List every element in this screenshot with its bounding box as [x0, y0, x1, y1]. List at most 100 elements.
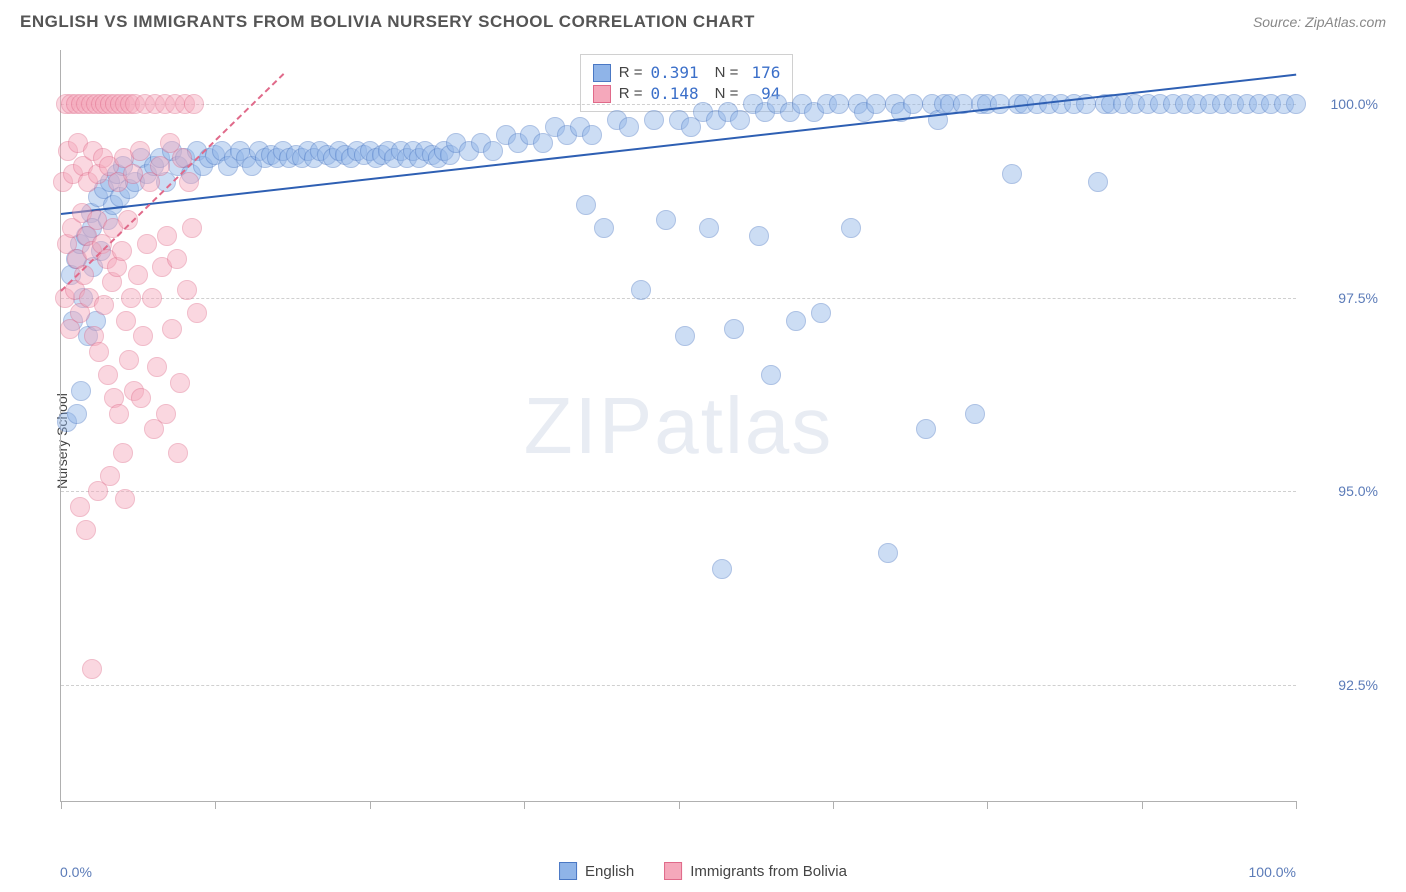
data-point	[916, 419, 936, 439]
x-tick	[524, 801, 525, 809]
stats-legend-row: R = 0.391 N = 176	[593, 63, 781, 82]
data-point	[811, 303, 831, 323]
source-name: ZipAtlas.com	[1305, 14, 1386, 30]
gridline	[61, 298, 1296, 299]
data-point	[170, 373, 190, 393]
legend-swatch	[559, 862, 577, 880]
legend-swatch	[664, 862, 682, 880]
r-value: 0.148	[650, 84, 698, 103]
x-tick	[1296, 801, 1297, 809]
data-point	[1002, 164, 1022, 184]
data-point	[168, 443, 188, 463]
data-point	[187, 303, 207, 323]
data-point	[147, 357, 167, 377]
legend-swatch	[593, 64, 611, 82]
data-point	[576, 195, 596, 215]
data-point	[100, 466, 120, 486]
y-tick-label: 100.0%	[1331, 96, 1378, 112]
data-point	[179, 172, 199, 192]
n-value: 176	[746, 63, 780, 82]
data-point	[177, 280, 197, 300]
data-point	[631, 280, 651, 300]
data-point	[113, 443, 133, 463]
data-point	[167, 249, 187, 269]
watermark: ZIPatlas	[524, 380, 833, 472]
x-tick	[833, 801, 834, 809]
data-point	[841, 218, 861, 238]
x-axis-min-label: 0.0%	[60, 864, 92, 880]
data-point	[130, 141, 150, 161]
data-point	[903, 94, 923, 114]
source-prefix: Source:	[1253, 14, 1305, 30]
data-point	[70, 497, 90, 517]
data-point	[156, 404, 176, 424]
data-point	[594, 218, 614, 238]
chart-container: Nursery School ZIPatlas R =0.391N =176R …	[20, 50, 1386, 832]
legend-label: Immigrants from Bolivia	[690, 863, 847, 880]
plot-area: ZIPatlas R =0.391N =176R =0.148N =94 92.…	[60, 50, 1296, 802]
data-point	[786, 311, 806, 331]
data-point	[119, 350, 139, 370]
chart-title: ENGLISH VS IMMIGRANTS FROM BOLIVIA NURSE…	[20, 12, 755, 32]
data-point	[1286, 94, 1306, 114]
legend-swatch	[593, 85, 611, 103]
data-point	[749, 226, 769, 246]
data-point	[582, 125, 602, 145]
data-point	[137, 234, 157, 254]
x-tick	[679, 801, 680, 809]
x-tick	[215, 801, 216, 809]
data-point	[89, 342, 109, 362]
data-point	[965, 404, 985, 424]
data-point	[121, 288, 141, 308]
data-point	[699, 218, 719, 238]
data-point	[131, 388, 151, 408]
data-point	[82, 659, 102, 679]
y-tick-label: 95.0%	[1338, 483, 1378, 499]
data-point	[712, 559, 732, 579]
watermark-thin: atlas	[654, 381, 833, 470]
data-point	[157, 226, 177, 246]
data-point	[150, 156, 170, 176]
data-point	[656, 210, 676, 230]
data-point	[115, 489, 135, 509]
n-label: N =	[715, 64, 739, 81]
x-tick	[1142, 801, 1143, 809]
y-tick-label: 92.5%	[1338, 677, 1378, 693]
data-point	[98, 365, 118, 385]
data-point	[866, 94, 886, 114]
data-point	[128, 265, 148, 285]
data-point	[71, 381, 91, 401]
data-point	[94, 295, 114, 315]
data-point	[182, 218, 202, 238]
chart-header: ENGLISH VS IMMIGRANTS FROM BOLIVIA NURSE…	[0, 0, 1406, 40]
gridline	[61, 491, 1296, 492]
gridline	[61, 685, 1296, 686]
data-point	[1088, 172, 1108, 192]
data-point	[184, 94, 204, 114]
data-point	[162, 319, 182, 339]
y-tick-label: 97.5%	[1338, 290, 1378, 306]
x-tick	[61, 801, 62, 809]
x-tick	[987, 801, 988, 809]
data-point	[644, 110, 664, 130]
n-label: N =	[715, 85, 739, 102]
data-point	[109, 404, 129, 424]
legend-item: Immigrants from Bolivia	[664, 862, 847, 880]
data-point	[619, 117, 639, 137]
series-legend: English Immigrants from Bolivia	[559, 862, 847, 880]
r-value: 0.391	[650, 63, 698, 82]
r-label: R =	[619, 64, 643, 81]
data-point	[761, 365, 781, 385]
legend-item: English	[559, 862, 634, 880]
data-point	[133, 326, 153, 346]
watermark-bold: ZIP	[524, 381, 654, 470]
legend-label: English	[585, 863, 634, 880]
data-point	[116, 311, 136, 331]
data-point	[76, 520, 96, 540]
source-attribution: Source: ZipAtlas.com	[1253, 14, 1386, 30]
data-point	[990, 94, 1010, 114]
data-point	[724, 319, 744, 339]
r-label: R =	[619, 85, 643, 102]
x-tick	[370, 801, 371, 809]
data-point	[829, 94, 849, 114]
